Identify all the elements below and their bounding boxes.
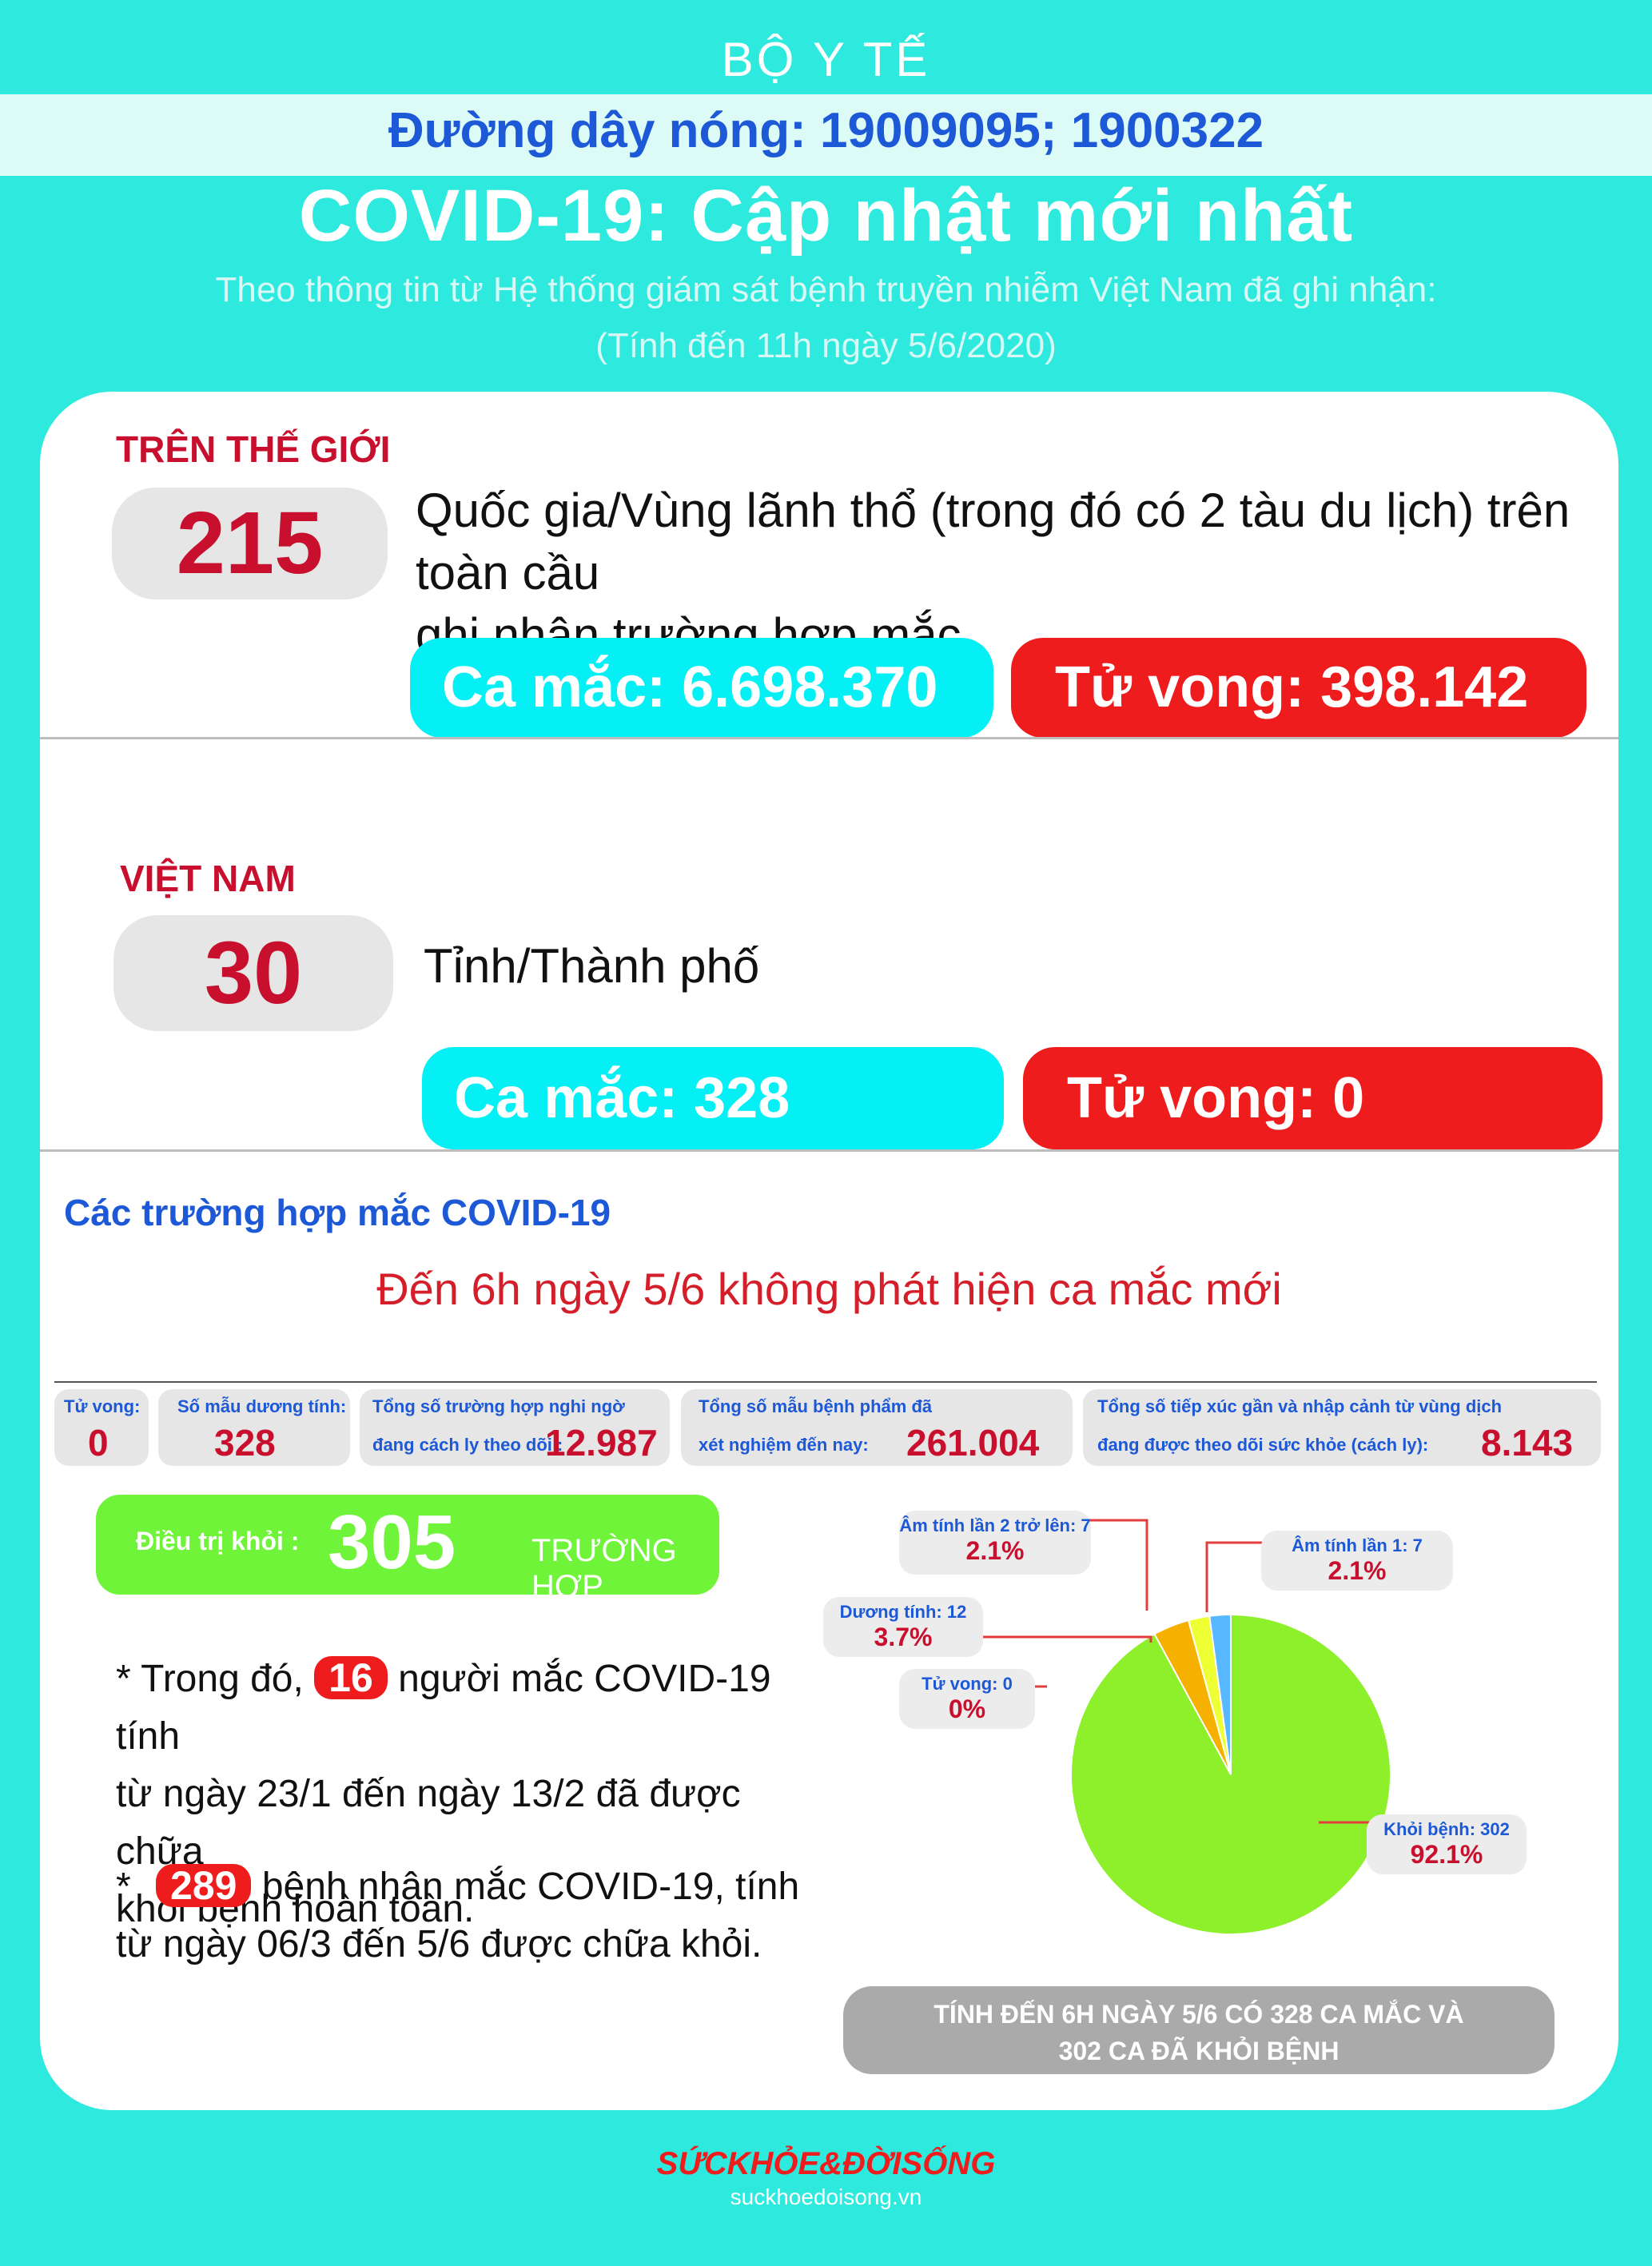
summary-banner: TÍNH ĐẾN 6H NGÀY 5/6 CÓ 328 CA MẮC VÀ 30… <box>843 1986 1554 2074</box>
callout-percent: 3.7% <box>874 1623 933 1651</box>
brand-logo: SỨCKHỎE&ĐỜISỐNG <box>656 2146 996 2181</box>
hotline-text: Đường dây nóng: 19009095; 1900322 <box>388 103 1264 158</box>
note-first-wave: * Trong đó, 16 người mắc COVID-19 tính t… <box>116 1651 835 1938</box>
subtitle: Theo thông tin từ Hệ thống giám sát bệnh… <box>215 270 1437 309</box>
summary-line1: TÍNH ĐẾN 6H NGÀY 5/6 CÓ 328 CA MẮC VÀ <box>933 2000 1464 2029</box>
world-country-count: 215 <box>112 488 388 599</box>
leader-line <box>1086 1519 1148 1611</box>
divider <box>40 1149 1618 1152</box>
stat-value: 0 <box>88 1422 109 1464</box>
stat-value: 12.987 <box>545 1422 658 1464</box>
world-description-line1: Quốc gia/Vùng lãnh thổ (trong đó có 2 tà… <box>416 484 1570 599</box>
recovered-unit: TRƯỜNG HỢP <box>531 1533 677 1604</box>
stat-value: 8.143 <box>1481 1422 1574 1464</box>
note-text: bệnh nhân mắc COVID-19, tính <box>261 1866 800 1908</box>
stat-suspected-isolated: Tổng số trường hợp nghi ngờ đang cách ly… <box>360 1389 670 1466</box>
callout-negative-2plus: Âm tính lần 2 trở lên: 7 2.1% <box>899 1511 1091 1575</box>
world-cases-pill: Ca mắc: 6.698.370 <box>410 638 993 738</box>
stat-label-line2: xét nghiệm đến nay: <box>699 1435 869 1455</box>
page-title: COVID-19: Cập nhật mới nhất <box>298 175 1354 257</box>
main-card: TRÊN THẾ GIỚI 215 Quốc gia/Vùng lãnh thổ… <box>40 392 1618 2110</box>
divider <box>54 1381 1597 1383</box>
as-of-date: (Tính đến 11h ngày 5/6/2020) <box>595 326 1057 365</box>
callout-deaths: Tử vong: 0 0% <box>899 1669 1035 1729</box>
note-text: từ ngày 06/3 đến 5/6 được chữa khỏi. <box>116 1923 762 1965</box>
stat-label-line2: đang được theo dõi sức khỏe (cách ly): <box>1097 1435 1429 1455</box>
stat-positive-samples: Số mẫu dương tính: 328 <box>158 1389 350 1466</box>
no-new-cases-notice: Đến 6h ngày 5/6 không phát hiện ca mắc m… <box>376 1264 1282 1314</box>
recovered-label: Điều trị khỏi : <box>136 1527 300 1555</box>
recovered-count: 305 <box>328 1499 456 1585</box>
note-prefix: * Trong đó, <box>116 1658 304 1700</box>
ministry-name: BỘ Y TẾ <box>721 33 931 86</box>
callout-percent: 0% <box>948 1695 986 1723</box>
callout-label: Khỏi bệnh: 302 <box>1383 1819 1510 1839</box>
brand-url: suckhoedoisong.vn <box>730 2184 922 2209</box>
callout-percent: 2.1% <box>1328 1556 1387 1585</box>
note-text: từ ngày 23/1 đến ngày 13/2 đã được chữa <box>116 1773 741 1873</box>
summary-line2: 302 CA ĐÃ KHỎI BỆNH <box>1058 2037 1340 2065</box>
stat-label-line2: đang cách ly theo dõi : <box>372 1435 563 1455</box>
callout-label: Dương tính: 12 <box>839 1602 967 1622</box>
stat-label: Tổng số trường hợp nghi ngờ <box>372 1396 625 1416</box>
callout-negative-1: Âm tính lần 1: 7 2.1% <box>1261 1531 1453 1591</box>
recovered-banner: Điều trị khỏi : 305 TRƯỜNG HỢP <box>96 1495 719 1604</box>
callout-recovered: Khỏi bệnh: 302 92.1% <box>1367 1814 1527 1874</box>
cases-section-title: Các trường hợp mắc COVID-19 <box>64 1192 611 1233</box>
callout-label: Âm tính lần 1: 7 <box>1292 1535 1423 1555</box>
stat-label: Số mẫu dương tính: <box>177 1396 347 1416</box>
stat-samples-tested: Tổng số mẫu bệnh phẩm đã xét nghiệm đến … <box>681 1389 1073 1466</box>
vietnam-description: Tỉnh/Thành phố <box>424 939 760 993</box>
vietnam-cases-pill: Ca mắc: 328 <box>422 1047 1004 1149</box>
note-badge: 289 <box>156 1864 252 1907</box>
note-prefix: * <box>116 1866 131 1908</box>
callout-percent: 2.1% <box>965 1536 1025 1565</box>
vietnam-province-count: 30 <box>113 915 393 1031</box>
world-description: Quốc gia/Vùng lãnh thổ (trong đó có 2 tà… <box>416 480 1574 667</box>
divider <box>40 737 1618 739</box>
vietnam-heading: VIỆT NAM <box>120 858 296 899</box>
stat-value: 328 <box>214 1422 276 1464</box>
world-deaths-pill: Tử vong: 398.142 <box>1011 638 1586 738</box>
stat-label: Tử vong: <box>64 1396 141 1416</box>
note-second-wave: * 289 bệnh nhân mắc COVID-19, tính từ ng… <box>116 1858 835 1973</box>
stat-value: 261.004 <box>906 1422 1040 1464</box>
callout-percent: 92.1% <box>1410 1840 1483 1869</box>
note-text: người mắc COVID-19 tính <box>116 1658 771 1758</box>
stat-contacts-monitored: Tổng số tiếp xúc gần và nhập cảnh từ vùn… <box>1083 1389 1601 1466</box>
vietnam-deaths-pill: Tử vong: 0 <box>1023 1047 1602 1149</box>
stat-label: Tổng số tiếp xúc gần và nhập cảnh từ vùn… <box>1097 1396 1503 1416</box>
stat-deaths: Tử vong: 0 <box>54 1389 149 1466</box>
stat-label: Tổng số mẫu bệnh phẩm đã <box>699 1396 933 1416</box>
callout-label: Âm tính lần 2 trở lên: 7 <box>899 1515 1091 1535</box>
pie-slice <box>1208 1613 1232 1775</box>
callout-label: Tử vong: 0 <box>922 1674 1013 1694</box>
note-badge: 16 <box>314 1656 388 1699</box>
recovery-pie-chart <box>1070 1613 1391 1935</box>
callout-positive: Dương tính: 12 3.7% <box>823 1597 983 1657</box>
world-heading: TRÊN THẾ GIỚI <box>116 428 391 470</box>
hotline-band <box>0 94 1652 176</box>
